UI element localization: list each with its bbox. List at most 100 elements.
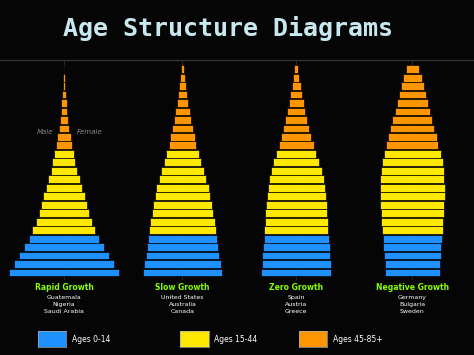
Bar (287, 108, 305, 115)
Bar (24, 243, 104, 251)
Bar (406, 65, 419, 73)
Bar (53, 158, 75, 166)
Bar (180, 74, 185, 82)
Bar (153, 201, 212, 209)
Bar (41, 201, 87, 209)
Bar (380, 201, 445, 209)
Bar (48, 175, 80, 183)
Bar (285, 116, 307, 124)
Bar (144, 260, 221, 268)
Bar (397, 99, 428, 107)
Text: Age Structure Diagrams: Age Structure Diagrams (63, 16, 392, 42)
Bar (385, 268, 439, 277)
Bar (265, 218, 328, 225)
Bar (174, 116, 191, 124)
Bar (281, 133, 311, 141)
Bar (394, 108, 430, 115)
Bar (181, 65, 184, 73)
Bar (14, 260, 114, 268)
Bar (149, 226, 216, 234)
Bar (382, 158, 443, 166)
Bar (381, 167, 444, 175)
Bar (268, 184, 325, 192)
Bar (383, 243, 441, 251)
Bar (388, 133, 437, 141)
Bar (156, 184, 209, 192)
Bar (380, 175, 445, 183)
Bar (399, 91, 426, 98)
Text: Male: Male (37, 129, 53, 135)
Bar (62, 99, 66, 107)
Bar (384, 260, 440, 268)
Bar (384, 252, 441, 260)
Bar (166, 150, 199, 158)
Text: Germany
Bulgaria
Sweden: Germany Bulgaria Sweden (398, 295, 427, 315)
Text: Female: Female (77, 129, 103, 135)
Bar (44, 192, 84, 200)
Bar (143, 268, 222, 277)
Bar (62, 91, 66, 98)
Bar (9, 268, 119, 277)
Bar (164, 158, 201, 166)
Bar (279, 141, 314, 149)
Bar (57, 133, 71, 141)
Bar (380, 184, 445, 192)
Bar (383, 235, 442, 242)
Bar (263, 243, 329, 251)
Bar (264, 226, 328, 234)
Bar (147, 243, 218, 251)
Text: Spain
Austria
Greece: Spain Austria Greece (285, 295, 308, 315)
Bar (290, 91, 302, 98)
Bar (292, 82, 301, 90)
Bar (283, 125, 309, 132)
Bar (262, 260, 331, 268)
Bar (51, 167, 77, 175)
Bar (169, 141, 196, 149)
Bar (178, 91, 187, 98)
Bar (261, 268, 331, 277)
Bar (36, 218, 92, 225)
Bar (155, 192, 210, 200)
Bar (266, 201, 327, 209)
Text: Ages 15-44: Ages 15-44 (214, 335, 257, 344)
Bar (265, 209, 327, 217)
Bar (61, 108, 67, 115)
Bar (266, 192, 326, 200)
Bar (60, 116, 68, 124)
Bar (382, 226, 443, 234)
Bar (392, 116, 432, 124)
Bar (294, 65, 298, 73)
Bar (386, 141, 438, 149)
Bar (63, 82, 65, 90)
Bar (159, 175, 206, 183)
Bar (269, 175, 323, 183)
Text: United States
Australia
Canada: United States Australia Canada (161, 295, 204, 315)
Bar (38, 209, 90, 217)
Bar (390, 125, 435, 132)
Bar (381, 209, 444, 217)
Bar (56, 141, 72, 149)
Bar (63, 74, 65, 82)
Bar (293, 74, 300, 82)
Bar (384, 150, 441, 158)
Text: Guatemala
Nigeria
Saudi Arabia: Guatemala Nigeria Saudi Arabia (44, 295, 84, 315)
Bar (177, 99, 188, 107)
Bar (179, 82, 186, 90)
Text: Negative Growth: Negative Growth (376, 283, 449, 292)
Text: Zero Growth: Zero Growth (269, 283, 323, 292)
Bar (273, 158, 319, 166)
Bar (276, 150, 316, 158)
Bar (401, 82, 424, 90)
Bar (148, 235, 217, 242)
Text: Slow Growth: Slow Growth (155, 283, 210, 292)
Bar (264, 235, 329, 242)
Bar (46, 184, 82, 192)
Bar (161, 167, 204, 175)
Bar (150, 218, 215, 225)
Bar (19, 252, 109, 260)
Bar (382, 218, 443, 225)
Bar (55, 150, 73, 158)
Bar (262, 252, 330, 260)
Bar (172, 125, 193, 132)
Bar (170, 133, 195, 141)
